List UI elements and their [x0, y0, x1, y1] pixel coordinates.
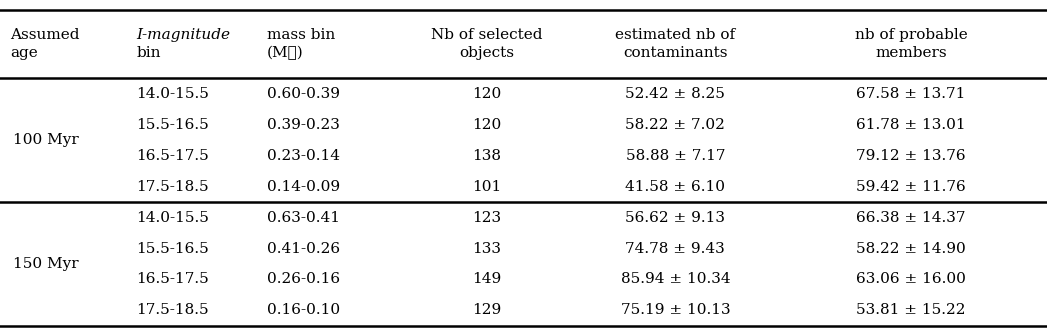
Text: 16.5-17.5: 16.5-17.5 [136, 272, 208, 287]
Text: 61.78 ± 13.01: 61.78 ± 13.01 [856, 118, 965, 132]
Text: 138: 138 [472, 149, 502, 163]
Text: 0.60-0.39: 0.60-0.39 [267, 87, 340, 101]
Text: 16.5-17.5: 16.5-17.5 [136, 149, 208, 163]
Text: 0.39-0.23: 0.39-0.23 [267, 118, 340, 132]
Text: mass bin: mass bin [267, 28, 335, 42]
Text: nb of probable: nb of probable [854, 28, 967, 42]
Text: 150 Myr: 150 Myr [13, 257, 79, 271]
Text: 17.5-18.5: 17.5-18.5 [136, 179, 208, 194]
Text: I-magnitude: I-magnitude [136, 28, 230, 42]
Text: 56.62 ± 9.13: 56.62 ± 9.13 [625, 211, 726, 224]
Text: 52.42 ± 8.25: 52.42 ± 8.25 [625, 87, 726, 101]
Text: estimated nb of: estimated nb of [616, 28, 735, 42]
Text: 0.41-0.26: 0.41-0.26 [267, 242, 340, 255]
Text: 79.12 ± 13.76: 79.12 ± 13.76 [856, 149, 965, 163]
Text: Nb of selected: Nb of selected [431, 28, 542, 42]
Text: 58.22 ± 14.90: 58.22 ± 14.90 [856, 242, 965, 255]
Text: 100 Myr: 100 Myr [13, 133, 79, 147]
Text: 58.22 ± 7.02: 58.22 ± 7.02 [625, 118, 726, 132]
Text: 85.94 ± 10.34: 85.94 ± 10.34 [621, 272, 730, 287]
Text: 0.63-0.41: 0.63-0.41 [267, 211, 340, 224]
Text: age: age [10, 46, 39, 60]
Text: 120: 120 [472, 87, 502, 101]
Text: 15.5-16.5: 15.5-16.5 [136, 118, 208, 132]
Text: 149: 149 [472, 272, 502, 287]
Text: 0.23-0.14: 0.23-0.14 [267, 149, 340, 163]
Text: 15.5-16.5: 15.5-16.5 [136, 242, 208, 255]
Text: contaminants: contaminants [623, 46, 728, 60]
Text: 129: 129 [472, 303, 502, 318]
Text: Assumed: Assumed [10, 28, 80, 42]
Text: 67.58 ± 13.71: 67.58 ± 13.71 [856, 87, 965, 101]
Text: 58.88 ± 7.17: 58.88 ± 7.17 [625, 149, 726, 163]
Text: 66.38 ± 14.37: 66.38 ± 14.37 [856, 211, 965, 224]
Text: bin: bin [136, 46, 160, 60]
Text: 14.0-15.5: 14.0-15.5 [136, 87, 209, 101]
Text: 123: 123 [472, 211, 502, 224]
Text: 101: 101 [472, 179, 502, 194]
Text: (M☉): (M☉) [267, 46, 304, 60]
Text: 17.5-18.5: 17.5-18.5 [136, 303, 208, 318]
Text: members: members [875, 46, 946, 60]
Text: 53.81 ± 15.22: 53.81 ± 15.22 [856, 303, 965, 318]
Text: 41.58 ± 6.10: 41.58 ± 6.10 [625, 179, 726, 194]
Text: 120: 120 [472, 118, 502, 132]
Text: 74.78 ± 9.43: 74.78 ± 9.43 [625, 242, 726, 255]
Text: 63.06 ± 16.00: 63.06 ± 16.00 [856, 272, 965, 287]
Text: 0.14-0.09: 0.14-0.09 [267, 179, 340, 194]
Text: 14.0-15.5: 14.0-15.5 [136, 211, 209, 224]
Text: 0.26-0.16: 0.26-0.16 [267, 272, 340, 287]
Text: 75.19 ± 10.13: 75.19 ± 10.13 [621, 303, 730, 318]
Text: 133: 133 [472, 242, 502, 255]
Text: 59.42 ± 11.76: 59.42 ± 11.76 [856, 179, 965, 194]
Text: objects: objects [460, 46, 514, 60]
Text: 0.16-0.10: 0.16-0.10 [267, 303, 340, 318]
